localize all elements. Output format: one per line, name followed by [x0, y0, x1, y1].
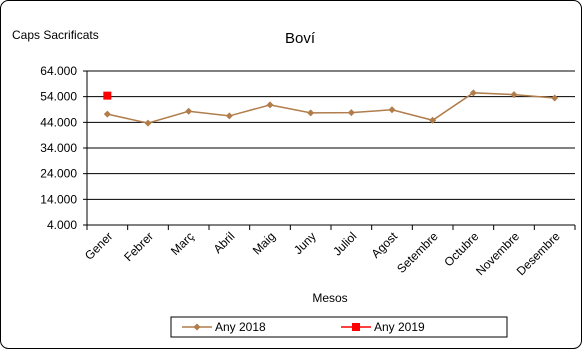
data-point	[266, 101, 274, 109]
y-tick-label: 34.000	[40, 141, 77, 155]
y-tick-label: 14.000	[40, 192, 77, 206]
data-point	[510, 91, 518, 99]
data-point	[347, 109, 355, 117]
data-point	[144, 119, 152, 127]
y-tick-label: 64.000	[40, 64, 77, 78]
y-tick-label: 24.000	[40, 167, 77, 181]
gridlines	[83, 70, 576, 230]
data-point	[185, 107, 193, 115]
legend-label-2018: Any 2018	[215, 320, 266, 334]
y-tick-label: 4.000	[47, 218, 77, 232]
data-point	[388, 106, 396, 114]
data-point	[307, 109, 315, 117]
y-tick-labels: 64.000 54.000 44.000 34.000 24.000 14.000 4.00…	[40, 64, 77, 232]
legend-box	[170, 316, 508, 338]
legend-marker-2019	[352, 323, 360, 331]
data-point	[469, 89, 477, 97]
legend: Any 2018 Any 2019	[170, 316, 508, 338]
data-point	[225, 112, 233, 120]
data-point	[551, 94, 559, 102]
chart-title: Boví	[285, 30, 316, 47]
x-axis-label: Mesos	[312, 291, 347, 305]
legend-label-2019: Any 2019	[374, 320, 425, 334]
y-axis-label: Caps Sacrificats	[12, 28, 99, 42]
data-point	[103, 110, 111, 118]
series-line	[107, 92, 555, 124]
data-point	[103, 91, 112, 100]
y-tick-label: 44.000	[40, 115, 77, 129]
series-group	[103, 89, 559, 127]
data-point	[429, 116, 437, 124]
y-tick-label: 54.000	[40, 90, 77, 104]
legend-marker-2018	[193, 323, 201, 331]
